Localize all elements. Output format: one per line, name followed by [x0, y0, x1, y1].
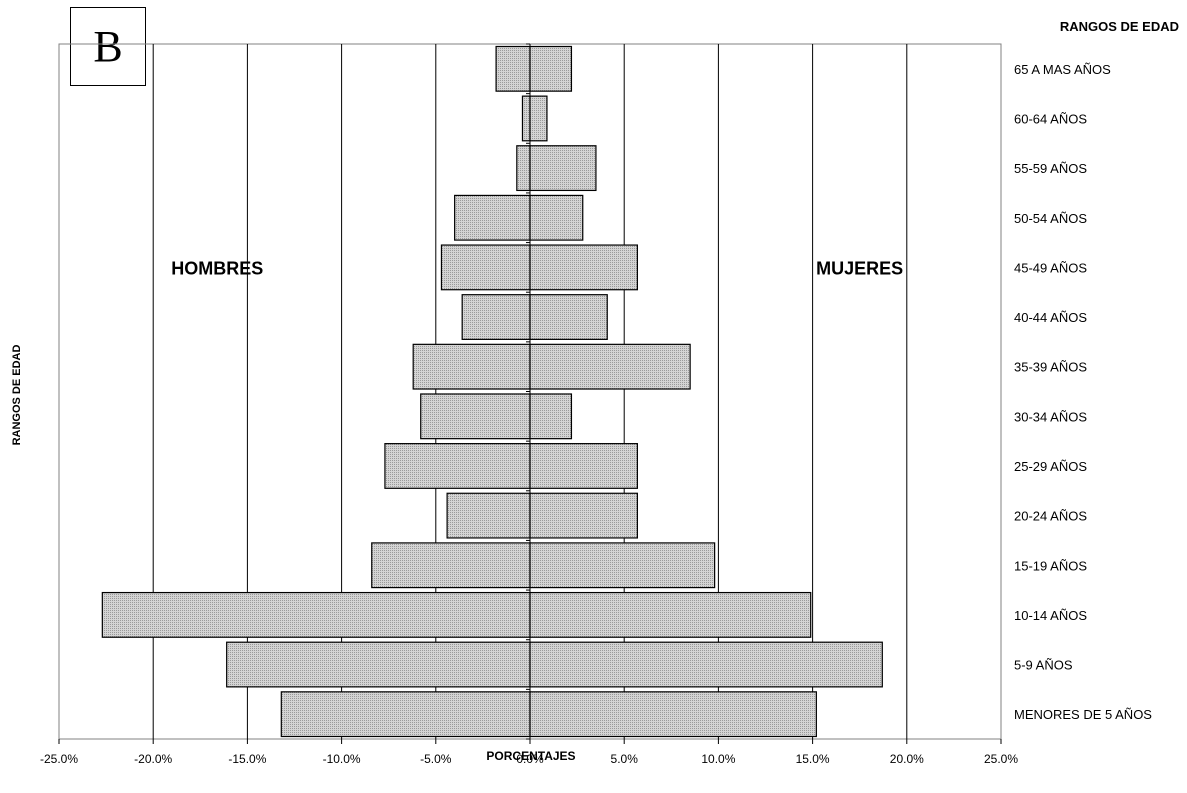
- bar-hombres: [412, 343, 531, 390]
- bar-mujeres: [529, 95, 548, 142]
- category-label: 60-64 AÑOS: [1014, 111, 1087, 126]
- bar-hombres: [521, 95, 531, 142]
- x-tick-label: 0.0%: [516, 752, 544, 766]
- x-tick-label: 20.0%: [890, 752, 924, 766]
- bar-hombres: [280, 691, 531, 738]
- category-label: 5-9 AÑOS: [1014, 658, 1073, 673]
- bar-mujeres: [529, 343, 691, 390]
- bar-mujeres: [529, 591, 812, 638]
- bar-hombres: [371, 542, 531, 589]
- category-label: 50-54 AÑOS: [1014, 211, 1087, 226]
- category-axis-title: RANGOS DE EDAD: [1059, 19, 1179, 34]
- bar-hombres: [226, 641, 531, 688]
- category-label: 20-24 AÑOS: [1014, 509, 1087, 524]
- bar-mujeres: [529, 45, 573, 92]
- bar-mujeres: [529, 393, 573, 440]
- series-label-mujeres: MUJERES: [816, 258, 903, 278]
- category-label: 65 A MAS AÑOS: [1014, 62, 1111, 77]
- category-label: 55-59 AÑOS: [1014, 161, 1087, 176]
- bar-mujeres: [529, 691, 817, 738]
- bar-mujeres: [529, 492, 638, 539]
- category-label: 15-19 AÑOS: [1014, 558, 1087, 573]
- category-label: MENORES DE 5 AÑOS: [1014, 707, 1152, 722]
- bar-hombres: [384, 443, 531, 489]
- x-tick-label: -20.0%: [134, 752, 172, 766]
- bar-hombres: [440, 244, 531, 291]
- x-tick-label: -15.0%: [228, 752, 266, 766]
- category-label: 35-39 AÑOS: [1014, 360, 1087, 375]
- bar-mujeres: [529, 542, 716, 589]
- x-tick-label: 10.0%: [701, 752, 735, 766]
- bar-mujeres: [529, 194, 584, 241]
- bar-hombres: [420, 393, 531, 440]
- category-label: 40-44 AÑOS: [1014, 310, 1087, 325]
- bar-mujeres: [529, 145, 597, 192]
- bar-hombres: [101, 591, 531, 638]
- x-tick-label: 15.0%: [796, 752, 830, 766]
- bar-mujeres: [529, 294, 608, 340]
- x-tick-label: -5.0%: [420, 752, 452, 766]
- series-label-hombres: HOMBRES: [171, 258, 263, 278]
- x-axis-title: PORCENTAJES: [486, 749, 576, 763]
- x-tick-label: -25.0%: [40, 752, 78, 766]
- x-tick-label: -10.0%: [323, 752, 361, 766]
- bar-hombres: [516, 145, 531, 192]
- bar-mujeres: [529, 443, 638, 489]
- bar-hombres: [461, 294, 531, 340]
- bar-hombres: [446, 492, 531, 539]
- bar-hombres: [495, 45, 531, 92]
- panel-letter: B: [70, 7, 146, 86]
- x-tick-label: 5.0%: [611, 752, 639, 766]
- bar-mujeres: [529, 244, 638, 291]
- category-label: 30-34 AÑOS: [1014, 409, 1087, 424]
- category-label: 45-49 AÑOS: [1014, 260, 1087, 275]
- bar-hombres: [454, 194, 531, 241]
- bar-mujeres: [529, 641, 883, 688]
- category-label: 10-14 AÑOS: [1014, 608, 1087, 623]
- x-tick-label: 25.0%: [984, 752, 1018, 766]
- category-label: 25-29 AÑOS: [1014, 459, 1087, 474]
